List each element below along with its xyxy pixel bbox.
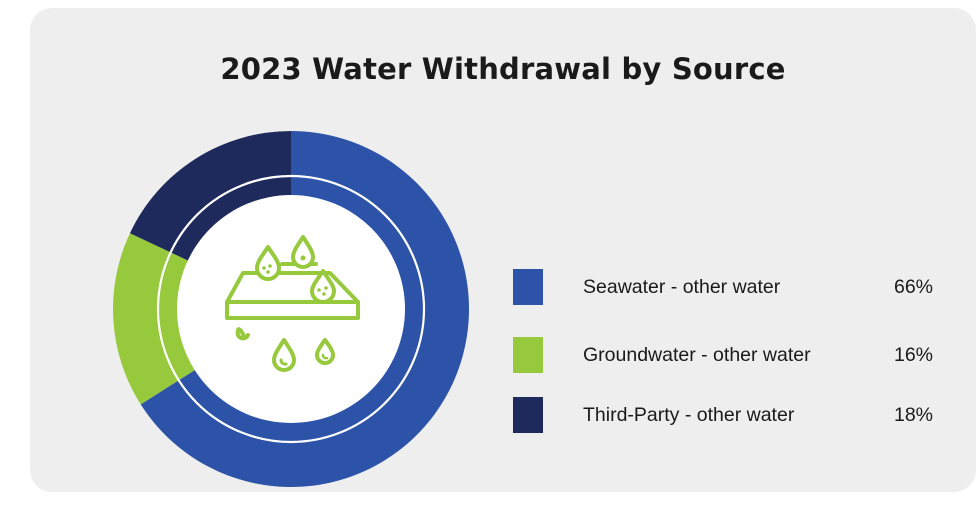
donut-slice-third-party <box>129 131 291 262</box>
legend-label-third-party: Third-Party - other water <box>583 403 795 426</box>
legend-label-groundwater: Groundwater - other water <box>583 343 811 366</box>
water-withdrawal-icon <box>225 235 360 372</box>
donut-inner-ring <box>156 174 426 444</box>
legend-label-seawater: Seawater - other water <box>583 275 781 298</box>
legend-item-groundwater: Groundwater - other water 16% <box>513 337 943 373</box>
legend-swatch-groundwater <box>513 337 543 373</box>
legend-value-groundwater: 16% <box>893 343 933 366</box>
legend-item-seawater: Seawater - other water 66% <box>513 269 943 305</box>
donut-slice-groundwater <box>112 233 197 405</box>
legend-swatch-third-party <box>513 397 543 433</box>
legend-value-seawater: 66% <box>893 275 933 298</box>
chart-title: 2023 Water Withdrawal by Source <box>220 52 786 86</box>
legend-item-third-party: Third-Party - other water 18% <box>513 397 943 433</box>
donut-center <box>177 195 405 423</box>
legend-swatch-seawater <box>513 269 543 305</box>
legend-value-third-party: 18% <box>893 403 933 426</box>
